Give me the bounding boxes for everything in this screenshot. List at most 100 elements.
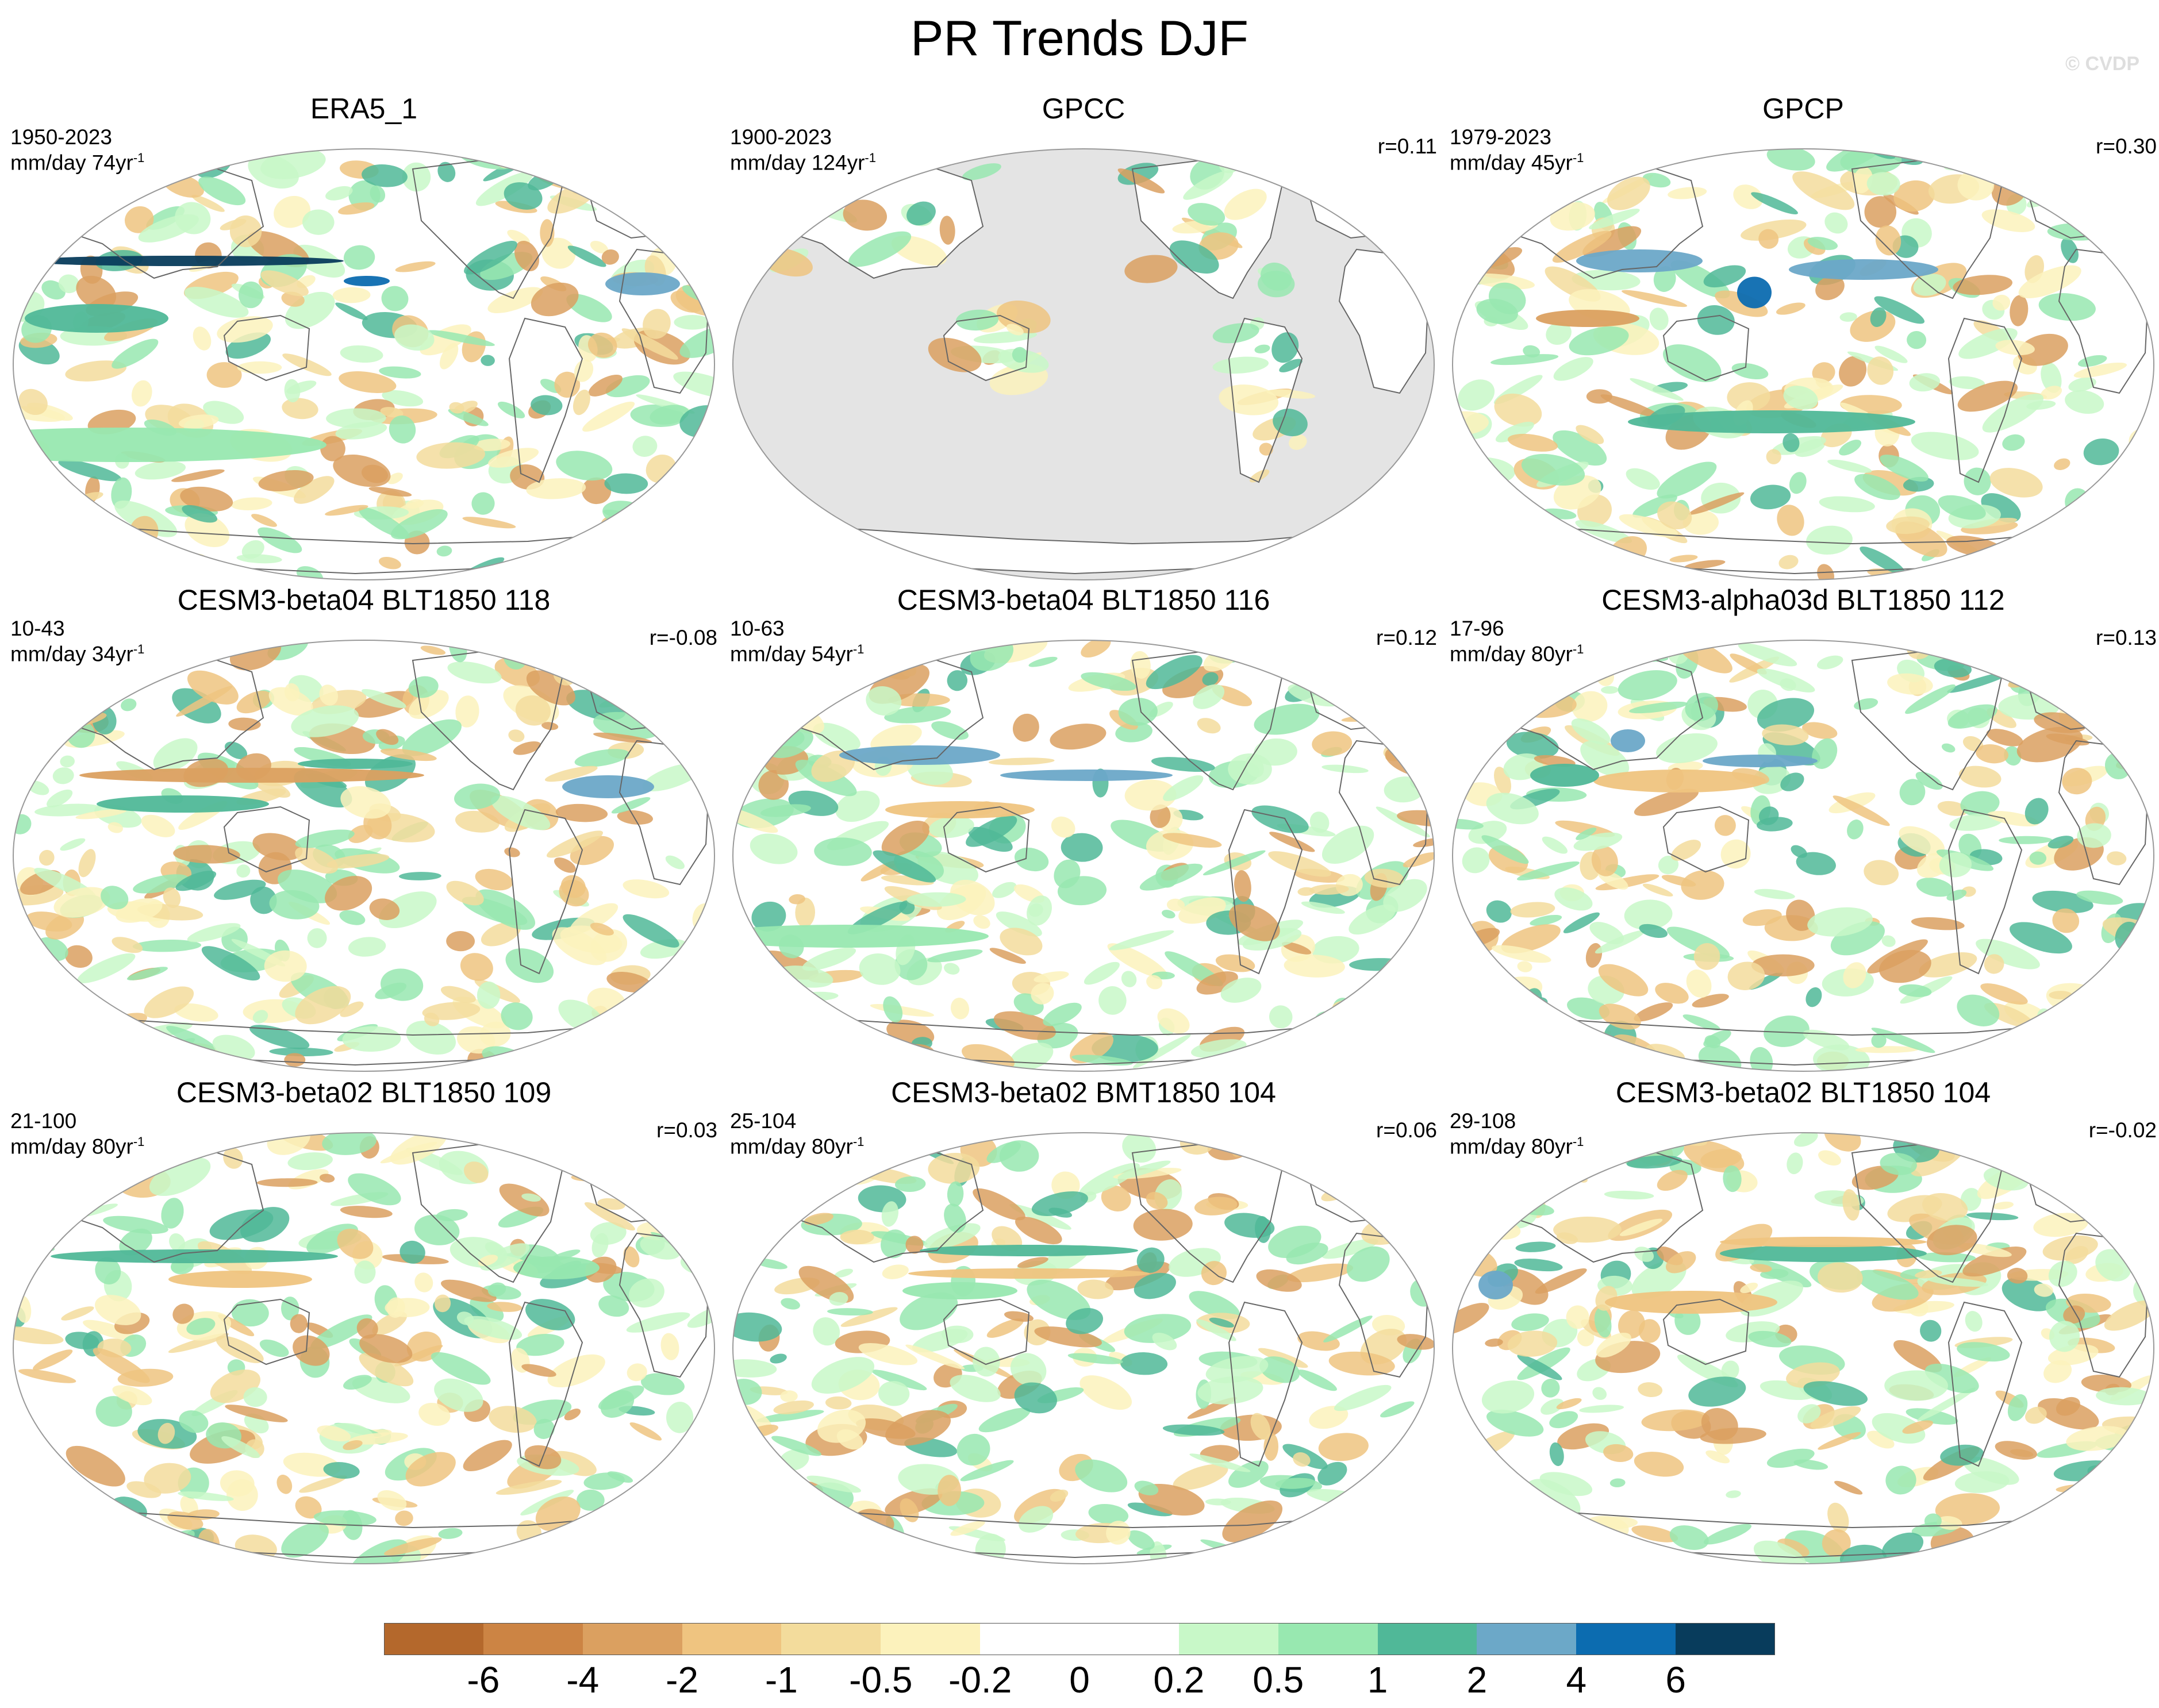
trend-patch (335, 302, 368, 320)
trend-patch (47, 789, 73, 808)
trend-patch (956, 1433, 990, 1466)
trend-patch (138, 214, 199, 243)
trend-patch (1321, 825, 1374, 864)
panel-units: mm/day 34yr-1 (10, 642, 144, 666)
trend-patch (1966, 1212, 2019, 1221)
trend-patch (1555, 820, 1615, 837)
map-panel: CESM3-beta02 BLT1850 104 29-108 mm/day 80y… (1450, 1076, 2157, 1564)
trend-patch (66, 1445, 125, 1487)
colorbar-bin (1278, 1623, 1378, 1655)
colorbar-tick-label: -0.2 (948, 1659, 1012, 1701)
trend-patch (1309, 1406, 1349, 1429)
trend-patch (2089, 985, 2108, 1007)
trend-patch (978, 1407, 1031, 1433)
australia-landmass-coastline (1662, 806, 1750, 873)
trend-patch (402, 719, 462, 756)
trend-patch (1067, 1353, 1123, 1364)
trend-patch (131, 380, 152, 407)
trend-patch (187, 670, 239, 705)
colorbar-bin (881, 1623, 981, 1655)
trend-patch (2068, 542, 2127, 574)
trend-patch (228, 717, 261, 731)
trend-patch (1202, 672, 1219, 686)
trend-patch (1789, 472, 1807, 494)
trend-patch (1727, 382, 1770, 411)
trend-patch (2038, 1398, 2099, 1430)
trend-patch (163, 887, 181, 908)
trend-patch (1209, 1317, 1234, 1328)
south-america-landmass-coastline (1228, 1301, 1303, 1467)
trend-patch (1819, 496, 1875, 513)
trend-patch (1827, 1502, 1849, 1533)
trend-patch (643, 309, 671, 339)
trend-patch (282, 398, 318, 420)
trend-patch (40, 1199, 62, 1215)
trend-patch (1911, 917, 1965, 930)
trend-patch (2135, 1478, 2154, 1494)
trend-patch (1976, 938, 2040, 970)
trend-patch (501, 1002, 533, 1030)
trend-patch (1730, 653, 1767, 675)
trend-patch (748, 1171, 800, 1199)
trend-patch (1613, 641, 1652, 660)
trend-patch (881, 821, 930, 856)
trend-patch (237, 361, 282, 374)
trend-patch (18, 388, 48, 416)
trend-patch (399, 872, 441, 880)
trend-patch (1629, 701, 1688, 714)
trend-patch (1671, 840, 1701, 861)
trend-patch (1286, 1263, 1354, 1283)
trend-patch (276, 1475, 293, 1494)
trend-patch (570, 903, 618, 934)
trend-patch (1864, 860, 1899, 886)
trend-patch (1263, 1433, 1279, 1461)
trend-patch (526, 670, 575, 706)
trend-patch (1589, 922, 1624, 945)
trend-patch (260, 270, 309, 297)
trend-patch (1474, 1037, 1510, 1052)
trend-patch (1300, 1036, 1365, 1053)
trend-patch (171, 469, 225, 482)
trend-patch (498, 401, 525, 418)
trend-patch (786, 1029, 840, 1065)
trend-patch (1692, 994, 1729, 1008)
robinson-map (732, 148, 1435, 580)
panel-pattern-correlation: r=0.06 (1376, 1118, 1437, 1142)
trend-patch (1162, 910, 1175, 919)
trend-patch (2023, 1535, 2062, 1563)
trend-patch (38, 195, 67, 210)
trend-patch (1183, 170, 1234, 200)
trend-patch (464, 1315, 523, 1340)
trend-patch (267, 1133, 310, 1155)
trend-patch (1980, 983, 2028, 1005)
trend-patch (604, 473, 648, 494)
trend-patch (2058, 555, 2104, 574)
trend-patch (1485, 1338, 1503, 1347)
panel-title: CESM3-beta04 BLT1850 118 (177, 584, 551, 616)
trend-patch (13, 1419, 32, 1428)
trend-patch (1887, 673, 1933, 695)
trend-patch (420, 645, 446, 655)
trend-patch (281, 1297, 299, 1321)
panel-units-text: mm/day 80yr (730, 1134, 853, 1159)
trend-patch (252, 1010, 268, 1024)
trend-patch (164, 556, 208, 580)
trend-patch (1328, 1351, 1395, 1376)
trend-patch (449, 402, 464, 414)
trend-patch (1874, 345, 1908, 363)
trend-patch (733, 1312, 782, 1342)
trend-patch (583, 1472, 625, 1490)
trend-patch (2052, 679, 2070, 696)
colorbar (384, 1623, 1776, 1655)
trend-patch (1899, 826, 1945, 856)
trend-patch (1697, 305, 1735, 335)
trend-patch (1541, 1379, 1560, 1398)
trend-patch (883, 996, 903, 1023)
trend-patch (598, 1542, 655, 1554)
trend-patch (1665, 1251, 1696, 1274)
trend-patch (1824, 212, 1848, 234)
trend-patch (771, 1436, 821, 1456)
trend-patch (1196, 1319, 1236, 1341)
trend-patch (802, 1516, 859, 1553)
trend-patch (422, 1002, 481, 1020)
